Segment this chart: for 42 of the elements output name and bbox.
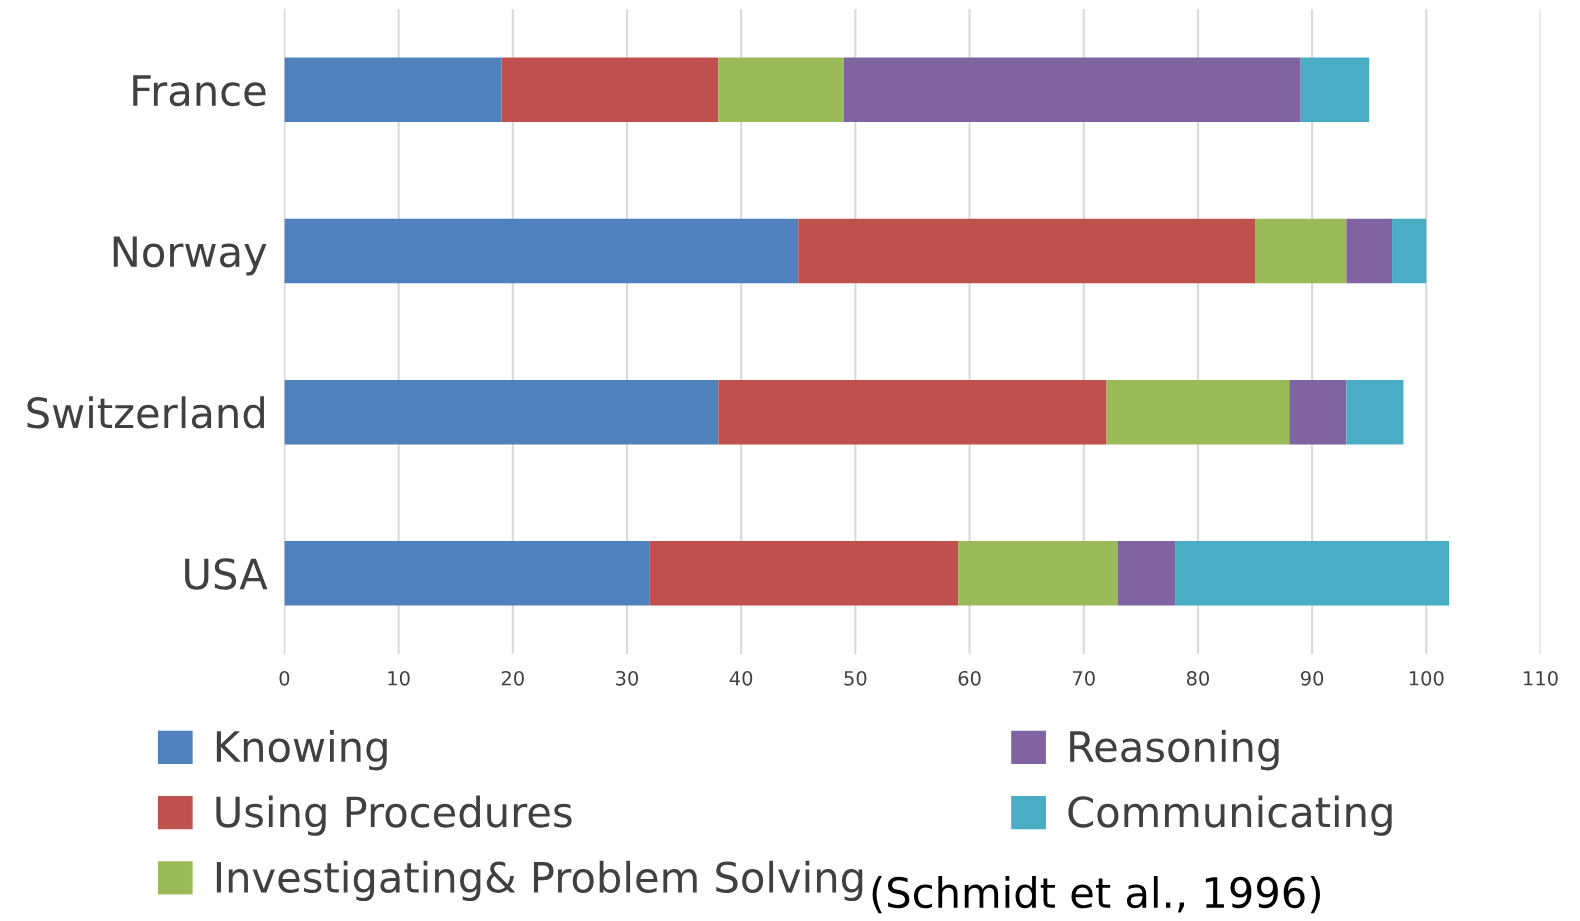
- bar: [284, 218, 799, 284]
- bar: [1392, 218, 1427, 284]
- y-tick-label: USA: [185, 558, 268, 590]
- bar: [501, 57, 719, 123]
- bar: [1346, 218, 1393, 284]
- legend-label: Communicating: [1068, 795, 1392, 836]
- y-tick-label: France: [133, 75, 266, 107]
- bar: [718, 57, 844, 123]
- x-tick-label: 70: [1072, 670, 1095, 686]
- x-tick-label: 20: [501, 670, 524, 686]
- x-tick-label: 40: [729, 670, 753, 686]
- y-tick-label: Norway: [113, 236, 267, 276]
- bar: [1346, 379, 1404, 445]
- bar: [1255, 218, 1347, 284]
- bar: [1175, 541, 1450, 606]
- legend-label: Using Procedures: [216, 795, 572, 836]
- x-tick-label: 0: [279, 670, 290, 686]
- bar: [1289, 379, 1347, 445]
- x-tick-label: 80: [1186, 670, 1210, 686]
- y-tick-label: Switzerland: [27, 396, 264, 429]
- text: (Schmidt et al., 1996): [872, 876, 1320, 914]
- bar: [798, 218, 1256, 284]
- bar: [284, 57, 502, 123]
- legend-label: Investigating& Problem Solving: [216, 860, 863, 902]
- x-tick-label: 50: [844, 670, 867, 686]
- bar: [958, 541, 1118, 606]
- bar: [843, 57, 1301, 123]
- x-tick-label: 90: [1300, 670, 1324, 686]
- bar: [284, 541, 650, 606]
- bar: [284, 379, 719, 445]
- legend-label: Reasoning: [1070, 730, 1279, 771]
- x-tick-label: 10: [388, 670, 410, 686]
- bar: [1106, 379, 1290, 445]
- bar: [1300, 57, 1370, 123]
- x-tick-label: 100: [1409, 670, 1444, 686]
- x-tick-label: 30: [616, 670, 639, 686]
- x-tick-label: 60: [958, 670, 981, 686]
- bar: [649, 541, 959, 606]
- legend-label: Knowing: [216, 730, 387, 771]
- bar: [1117, 541, 1176, 606]
- x-tick-label: 110: [1524, 670, 1558, 686]
- bar: [718, 379, 1107, 445]
